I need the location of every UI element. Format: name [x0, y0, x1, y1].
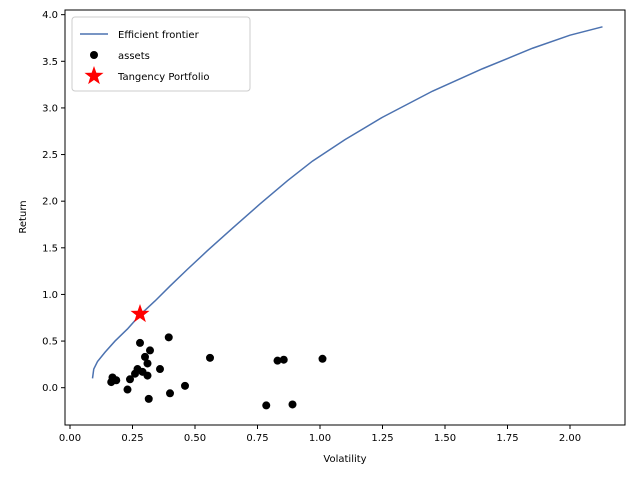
- x-tick-label: 1.25: [371, 433, 393, 444]
- x-tick-label: 0.50: [184, 433, 206, 444]
- asset-point: [288, 400, 297, 409]
- asset-point: [146, 346, 154, 355]
- legend-assets-swatch: [90, 51, 98, 59]
- asset-point: [262, 401, 271, 410]
- y-tick-label: 0.0: [42, 383, 58, 394]
- asset-point: [166, 389, 174, 398]
- frontier-line: [91, 26, 603, 379]
- legend-tangency-swatch: [84, 66, 104, 85]
- x-tick-label: 1.00: [309, 433, 331, 444]
- tangency-star: [130, 304, 150, 323]
- y-tick-label: 1.0: [42, 290, 58, 301]
- asset-point: [318, 354, 327, 363]
- asset-point: [156, 365, 164, 374]
- legend: Efficient frontier assets Tangency Portf…: [71, 16, 251, 92]
- plot-content: [91, 26, 603, 410]
- y-tick-label: 2.0: [42, 197, 58, 208]
- x-axis-label: Volatility: [323, 454, 366, 465]
- legend-box: [71, 16, 251, 92]
- asset-point: [112, 376, 121, 385]
- asset-point: [136, 338, 144, 347]
- asset-point: [273, 356, 282, 365]
- asset-point: [141, 352, 149, 361]
- x-tick-label: 0.00: [59, 433, 81, 444]
- x-tick-label: 0.25: [121, 433, 143, 444]
- asset-point: [164, 333, 173, 342]
- y-axis-label: Return: [18, 200, 29, 233]
- x-tick-label: 1.75: [496, 433, 518, 444]
- asset-point: [143, 371, 152, 380]
- plot-frame: [64, 9, 626, 426]
- y-tick-label: 3.0: [42, 103, 58, 114]
- x-tick-label: 0.75: [246, 433, 268, 444]
- y-tick-label: 0.5: [42, 337, 58, 348]
- asset-point: [143, 359, 152, 368]
- asset-point: [126, 375, 134, 384]
- asset-point: [181, 381, 189, 390]
- legend-tangency-label: Tangency Portfolio: [117, 72, 210, 83]
- axis-ticks: 0.00 0.25 0.50 0.75 1.00 1.25 1.50 1.75 2.00 0.0 0…: [42, 10, 581, 444]
- x-tick-label: 2.00: [559, 433, 581, 444]
- y-tick-label: 3.5: [42, 57, 58, 68]
- y-tick-label: 2.5: [42, 150, 58, 161]
- asset-point: [279, 355, 288, 364]
- y-tick-label: 4.0: [42, 10, 58, 21]
- asset-point: [144, 394, 153, 403]
- y-tick-label: 1.5: [42, 243, 58, 254]
- asset-point: [206, 353, 214, 362]
- asset-point: [123, 385, 132, 394]
- legend-assets-label: assets: [118, 51, 150, 62]
- x-tick-label: 1.50: [434, 433, 456, 444]
- legend-frontier-label: Efficient frontier: [118, 30, 200, 41]
